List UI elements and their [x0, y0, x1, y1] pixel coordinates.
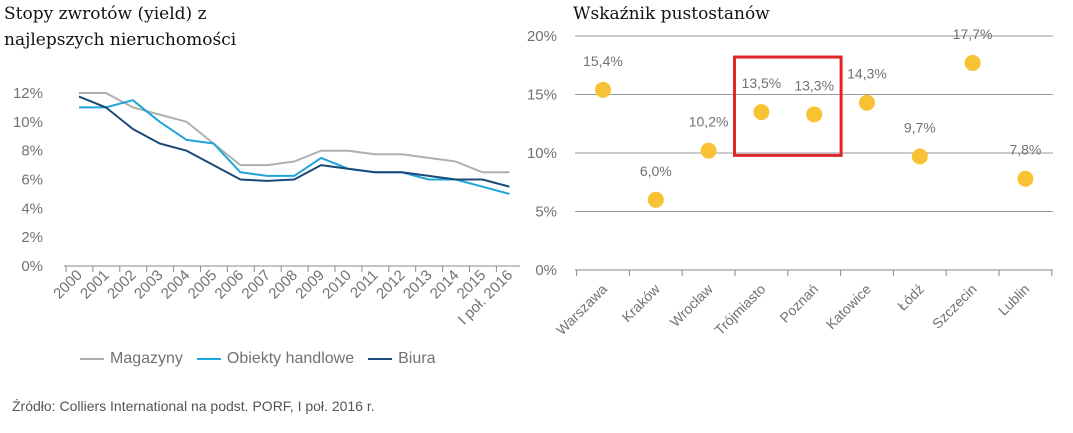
data-label: 14,3% [847, 66, 887, 82]
data-point [911, 148, 928, 165]
left-y-tick-label: 0% [21, 258, 43, 275]
right-x-tick-label: Łódź [894, 281, 927, 314]
data-point [806, 106, 823, 123]
right-x-tick-label: Poznań [776, 281, 821, 326]
highlight-box [733, 55, 843, 157]
legend-swatch-biura [368, 358, 393, 360]
right-y-tick-label: 10% [527, 145, 557, 162]
data-label: 15,4% [583, 53, 623, 69]
data-label: 9,7% [904, 120, 936, 136]
right-x-tick-label: Wrocław [667, 280, 717, 330]
data-point [647, 191, 664, 208]
left-y-tick-label: 6% [21, 172, 43, 189]
data-point [700, 142, 717, 159]
right-y-tick-label: 15% [527, 87, 557, 104]
right-y-tick-label: 0% [535, 262, 557, 279]
data-label: 13,5% [742, 75, 782, 91]
data-point [753, 104, 770, 121]
series-line-biura [78, 95, 510, 188]
right-x-tick-label: Szczecin [929, 281, 980, 332]
data-point [964, 54, 981, 71]
legend-item-obiekty-handlowe: Obiekty handlowe [196, 350, 355, 368]
left-y-tick-label: 10% [13, 114, 43, 131]
left-y-tick-label: 12% [13, 85, 43, 102]
right-x-tick-label: Warszawa [553, 281, 610, 338]
right-x-tick-label: Katowice [823, 281, 875, 333]
legend-item-magazyny: Magazyny [80, 350, 183, 368]
data-label: 6,0% [640, 163, 672, 179]
left-chart-title: Stopy zwrotów (yield) z najlepszych nier… [4, 4, 237, 50]
legend-swatch-obiekty-handlowe [196, 358, 221, 360]
legend-label-magazyny: Magazyny [110, 350, 183, 367]
data-label: 17,7% [953, 26, 993, 42]
data-label: 7,8% [1009, 142, 1041, 158]
series-line-obiekty-handlowe [79, 99, 510, 195]
legend-item-biura: Biura [368, 350, 435, 368]
legend-label-obiekty-handlowe: Obiekty handlowe [226, 350, 355, 367]
data-label: 13,3% [794, 77, 834, 93]
data-point [595, 81, 611, 98]
legend-label-biura: Biura [398, 350, 436, 367]
left-y-tick-label: 4% [21, 200, 43, 217]
right-chart-title: Wskaźnik pustostanów [573, 4, 770, 24]
right-x-tick-label: Trójmiasto [711, 281, 768, 338]
series-line-magazyny [79, 92, 510, 174]
left-y-tick-label: 2% [21, 229, 43, 246]
source-note: Źródło: Colliers International na podst.… [12, 398, 375, 414]
left-y-tick-label: 8% [21, 143, 43, 160]
right-y-tick-label: 5% [535, 204, 557, 221]
data-point [1017, 170, 1034, 187]
legend-swatch-magazyny [80, 358, 104, 360]
data-point [859, 94, 875, 111]
data-label: 10,2% [689, 114, 729, 130]
left-chart-legend: Magazyny Obiekty handlowe Biura [80, 350, 449, 368]
right-x-tick-label: Kraków [619, 280, 664, 325]
right-x-tick-label: Lublin [995, 281, 1033, 319]
right-y-tick-label: 20% [527, 28, 557, 45]
